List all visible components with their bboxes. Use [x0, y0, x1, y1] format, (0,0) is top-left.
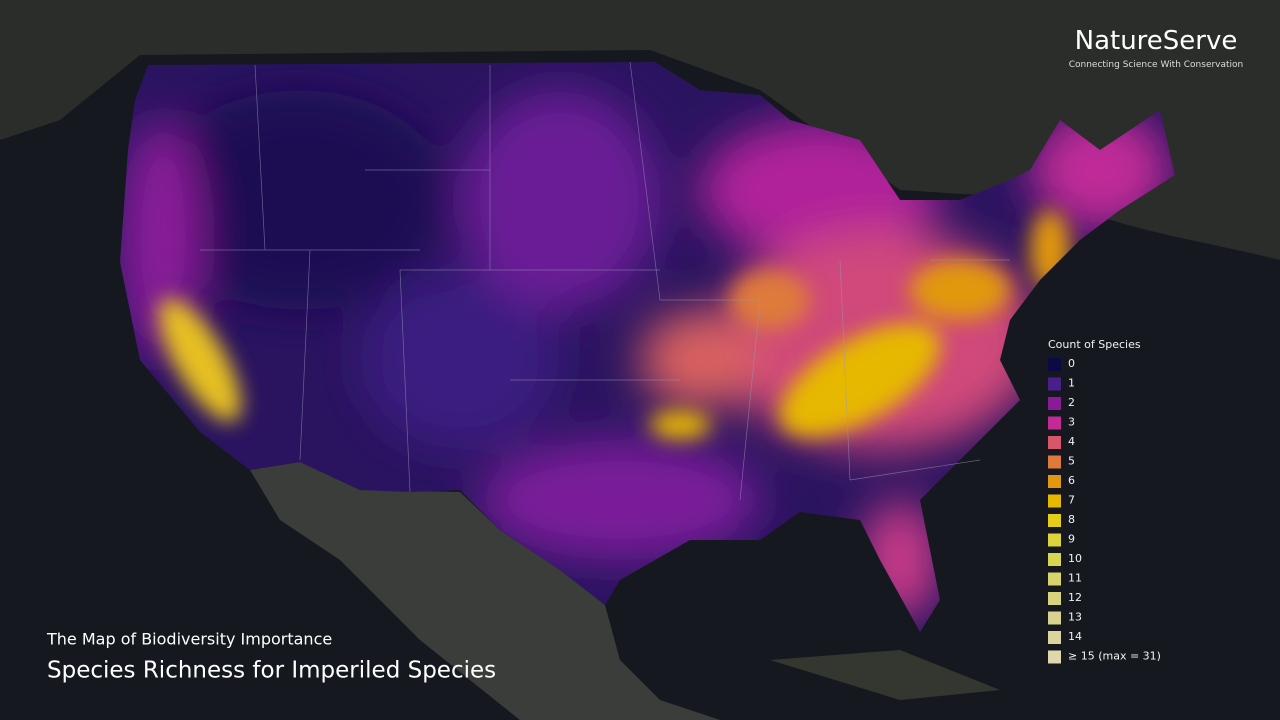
legend-label: 6	[1068, 474, 1075, 487]
caption-subtitle: The Map of Biodiversity Importance	[46, 630, 332, 649]
caption-title: Species Richness for Imperiled Species	[47, 658, 496, 684]
mexico-land	[250, 462, 720, 720]
legend-label: 7	[1068, 494, 1075, 507]
legend-swatch	[1048, 455, 1061, 469]
legend-swatch	[1048, 611, 1061, 625]
legend-label: ≥ 15 (max = 31)	[1068, 650, 1161, 663]
legend-swatch	[1048, 631, 1061, 644]
legend-swatch	[1048, 572, 1061, 586]
legend-swatch	[1048, 358, 1061, 371]
legend-label: 1	[1068, 377, 1075, 390]
legend-swatch	[1048, 416, 1061, 430]
legend-label: 14	[1068, 630, 1082, 643]
brand-tagline: Connecting Science With Conservation	[1069, 60, 1244, 70]
legend-label: 12	[1068, 591, 1082, 604]
legend-swatch	[1048, 650, 1061, 664]
legend-swatch	[1048, 494, 1061, 508]
legend-title: Count of Species	[1048, 338, 1141, 351]
legend-label: 5	[1068, 455, 1075, 468]
legend-label: 2	[1068, 396, 1075, 409]
legend-swatch	[1048, 377, 1061, 391]
legend-label: 11	[1068, 572, 1082, 585]
legend-label: 13	[1068, 611, 1082, 624]
legend-swatch	[1048, 436, 1061, 449]
brand-name: NatureServe	[1075, 26, 1238, 56]
canada-land	[0, 0, 1280, 260]
legend-swatch	[1048, 514, 1061, 527]
legend-label: 4	[1068, 435, 1075, 448]
legend-label: 9	[1068, 533, 1075, 546]
legend-label: 10	[1068, 552, 1082, 565]
legend-swatch	[1048, 397, 1061, 410]
legend-swatch	[1048, 592, 1061, 605]
legend-swatch	[1048, 533, 1061, 547]
cuba-land	[770, 650, 1000, 700]
legend-label: 8	[1068, 513, 1075, 526]
legend-swatch	[1048, 553, 1061, 566]
state-borders	[200, 61, 1010, 501]
legend-label: 3	[1068, 416, 1075, 429]
legend-swatch	[1048, 475, 1061, 488]
legend-label: 0	[1068, 357, 1075, 370]
